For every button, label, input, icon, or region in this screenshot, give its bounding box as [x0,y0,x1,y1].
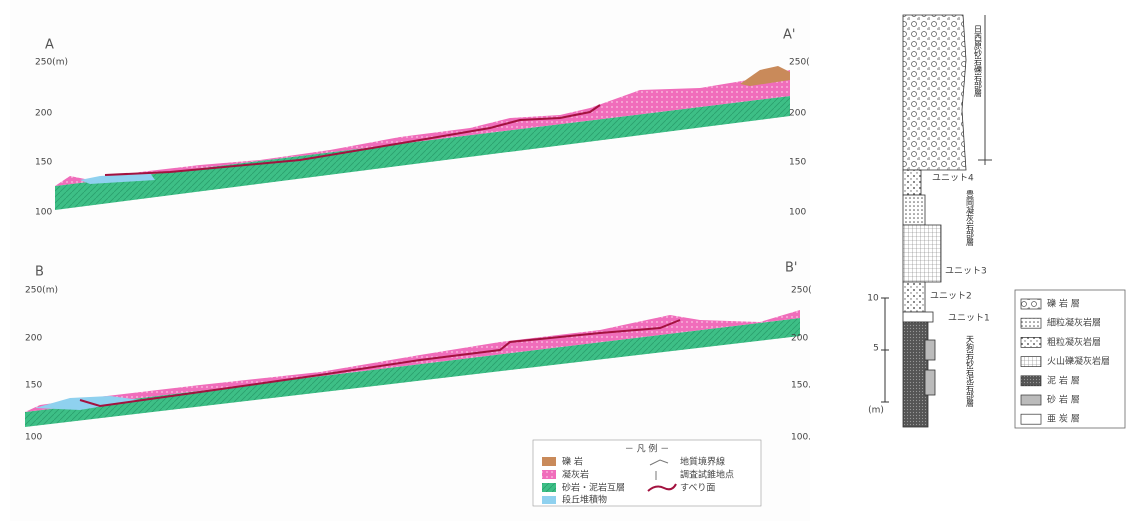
unit-label: 天狗岩砂岩泥岩部層 [966,335,975,408]
unit-label: ユニット1 [948,314,990,324]
legend-label: すべり面 [680,483,715,494]
coarse-tuff-layer [903,282,925,312]
legend-swatch [1021,337,1041,347]
legend-label: 礫 岩 [562,456,583,468]
elevation-label: 200 [35,109,52,119]
section-label: B [35,265,44,280]
scale-label: (m) [868,406,884,416]
elevation-label: 100 [35,208,52,218]
legend-label: 凝灰岩 [562,469,589,481]
elevation-label: 150 [35,158,52,168]
elevation-label: 200 [25,334,42,344]
coarse-tuff-layer [903,170,921,195]
legend-swatch [1021,357,1041,367]
elevation-label: 250(m) [25,286,58,296]
legend-swatch [542,483,556,492]
unit-label: ユニット2 [930,292,972,302]
legend: － 凡 例 － 礫 岩 凝灰岩 砂岩・泥岩互層 段丘堆積物 地質境界線 調査試錐… [533,440,761,506]
elevation-label: 150. [791,381,811,391]
legend-swatch [542,457,556,466]
page: A A' 250(m) 250( 200 200 150 150 100 100 B B' 250(m)… [0,0,1146,521]
elevation-label: 200 [789,109,806,119]
scale-label: 10 [867,294,879,304]
legend-swatch [542,496,556,504]
sandstone-layer [925,340,935,360]
strat-column: 日西原砂岩礫岩部層 ユニット4 豊岡凝灰岩部層 ユニット3 ユニット2 ユニット… [867,15,992,427]
legend-label: 泥 岩 層 [1047,374,1080,386]
legend-label: 礫 岩 層 [1047,298,1080,310]
lapilli-tuff-layer [903,225,941,282]
sandstone-layer [925,370,935,395]
elevation-label: 150 [25,381,42,391]
legend-swatch [1021,318,1041,328]
elevation-label: 100 [25,433,42,443]
legend-label: 段丘堆積物 [562,494,607,506]
conglomerate-layer [903,15,966,170]
legend-label: 砂 岩 層 [1047,394,1080,406]
elevation-label: 250(m) [35,58,68,68]
unit-label: ユニット4 [932,174,974,184]
mudstone-layer [903,322,928,427]
lignite-layer [903,312,933,322]
legend-label: 砂岩・泥岩互層 [562,482,625,494]
unit-label: 日西原砂岩礫岩部層 [974,25,983,98]
legend-label: 火山礫凝灰岩層 [1047,355,1110,367]
legend-label: 細粒凝灰岩層 [1047,317,1101,329]
legend-swatch [542,470,556,479]
elevation-label: 100 [789,208,806,218]
section-label: A [45,38,54,53]
scale-label: 5 [873,344,879,354]
elevation-label: 100. [791,433,811,443]
legend-label: 地質境界線 [680,456,725,468]
legend-swatch [1021,414,1041,424]
section-label: B' [785,261,798,276]
section-label: A' [783,28,795,43]
fine-tuff-layer [903,195,925,225]
legend-title: － 凡 例 － [625,443,670,455]
legend-swatch [1021,395,1041,405]
unit-label: ユニット3 [945,267,987,277]
legend-label: 亜 炭 層 [1047,414,1080,425]
elevation-label: 200 [791,334,808,344]
legend-label: 粗粒凝灰岩層 [1047,336,1101,348]
elevation-label: 150 [789,158,806,168]
unit-label: 豊岡凝灰岩部層 [966,189,975,247]
elevation-label: 250( [791,286,812,296]
elevation-label: 250( [789,58,810,68]
legend-label: 調査試錐地点 [680,469,734,481]
legend-swatch [1021,299,1041,309]
legend-swatch [1021,376,1041,386]
scale-bar [881,298,889,402]
